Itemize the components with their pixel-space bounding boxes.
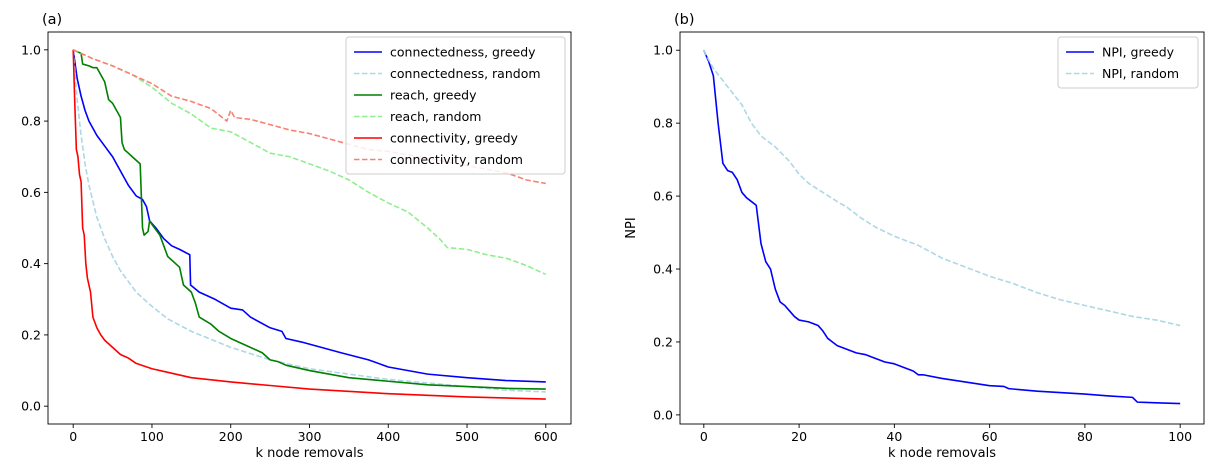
y-tick-label-0-4: 0.8 — [21, 114, 41, 129]
x-tick-label-0-6: 600 — [534, 429, 558, 444]
x-tick-label-1-2: 40 — [886, 429, 902, 444]
series-line-1-0 — [703, 49, 1181, 405]
legend-1: NPI, greedy NPI, random — [1057, 36, 1199, 89]
y-tick-label-1-3: 0.6 — [653, 189, 673, 204]
y-tick-label-1-2: 0.4 — [653, 262, 673, 277]
panel-label-1: (b) — [674, 12, 695, 28]
legend-label-0-5: connectivity, random — [390, 152, 523, 167]
y-tick-label-0-0: 0.0 — [21, 399, 41, 414]
x-axis-label-1: k node removals — [888, 446, 996, 461]
y-tick-label-1-4: 0.8 — [653, 116, 673, 131]
legend-label-0-3: reach, random — [390, 109, 481, 124]
panel-label-0: (a) — [42, 12, 62, 28]
series-line-0-1 — [72, 49, 546, 393]
y-tick-label-0-5: 1.0 — [21, 42, 41, 57]
chart-panel-1: 0 20 40 60 80 100 0.0 0.2 0.4 0.6 0.8 1.0(b) k node … — [624, 12, 1205, 461]
x-tick-label-1-5: 100 — [1168, 429, 1192, 444]
x-tick-label-0-0: 0 — [69, 429, 77, 444]
legend-0: connectedness, greedy connectedness, rand… — [345, 36, 566, 175]
series-line-0-4 — [72, 49, 546, 400]
series-line-0-3 — [72, 49, 547, 276]
legend-label-0-4: connectivity, greedy — [390, 131, 519, 146]
x-tick-label-1-0: 0 — [700, 429, 708, 444]
y-tick-label-0-3: 0.6 — [21, 185, 41, 200]
x-tick-label-0-5: 500 — [455, 429, 479, 444]
x-tick-label-0-2: 200 — [219, 429, 243, 444]
series-line-0-2 — [72, 49, 546, 390]
x-tick-label-1-3: 60 — [982, 429, 998, 444]
legend-box-0 — [345, 36, 566, 175]
legend-label-0-0: connectedness, greedy — [390, 45, 536, 60]
y-axis-label-1: NPI — [624, 217, 639, 238]
y-tick-label-1-1: 0.2 — [653, 334, 673, 349]
legend-box-1 — [1057, 36, 1199, 89]
legend-label-0-1: connectedness, random — [390, 66, 541, 81]
x-tick-label-1-1: 20 — [791, 429, 807, 444]
x-tick-label-0-4: 400 — [376, 429, 400, 444]
y-tick-label-1-0: 0.0 — [653, 407, 673, 422]
x-tick-label-0-1: 100 — [140, 429, 164, 444]
x-tick-label-0-3: 300 — [298, 429, 322, 444]
series-line-1-1 — [703, 49, 1181, 327]
chart-panel-0: 0 100 200 300 400 500 600 0.0 0.2 0.4 0.6 0.8 1.0(a)… — [21, 12, 572, 461]
y-tick-label-0-2: 0.4 — [21, 256, 41, 271]
y-tick-label-0-1: 0.2 — [21, 327, 41, 342]
x-tick-label-1-4: 80 — [1077, 429, 1093, 444]
legend-label-1-0: NPI, greedy — [1102, 45, 1175, 60]
legend-label-0-2: reach, greedy — [390, 88, 477, 103]
legend-label-1-1: NPI, random — [1102, 66, 1179, 81]
series-line-0-0 — [72, 49, 546, 383]
x-axis-label-0: k node removals — [256, 446, 364, 461]
axes-frame-1 — [679, 31, 1205, 425]
y-tick-label-1-5: 1.0 — [653, 43, 673, 58]
